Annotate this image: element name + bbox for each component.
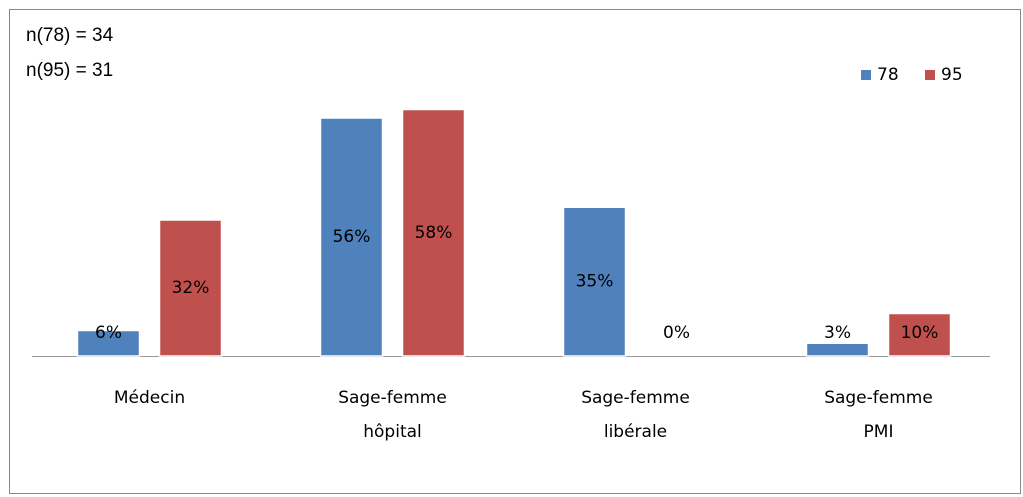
x-tick-label: Sage-femme PMI — [824, 388, 933, 442]
legend-label: 78 — [877, 65, 899, 85]
value-label: 58% — [415, 223, 453, 243]
value-label: 3% — [824, 323, 851, 343]
legend-swatch — [925, 70, 935, 80]
value-label: 6% — [95, 323, 122, 343]
annotation: n(78) = 34 — [26, 25, 114, 46]
legend-swatch — [861, 70, 871, 80]
bar — [158, 219, 223, 357]
legend: 78 95 — [861, 65, 963, 85]
bar — [805, 342, 870, 357]
x-tick-label: Sage-femme hôpital — [338, 388, 447, 442]
value-label: 35% — [576, 272, 614, 292]
legend-label: 95 — [941, 65, 963, 85]
annotation: n(95) = 31 — [26, 60, 113, 81]
x-tick-label: Sage-femme libérale — [581, 388, 690, 442]
value-label: 56% — [333, 227, 371, 247]
x-tick-label: Médecin — [114, 388, 185, 408]
value-label: 10% — [901, 323, 939, 343]
value-label: 32% — [172, 278, 210, 298]
value-label: 0% — [663, 323, 690, 343]
bar — [562, 206, 627, 357]
bar — [887, 312, 952, 357]
bar — [76, 329, 141, 357]
bar — [319, 117, 384, 357]
bar — [401, 108, 466, 357]
